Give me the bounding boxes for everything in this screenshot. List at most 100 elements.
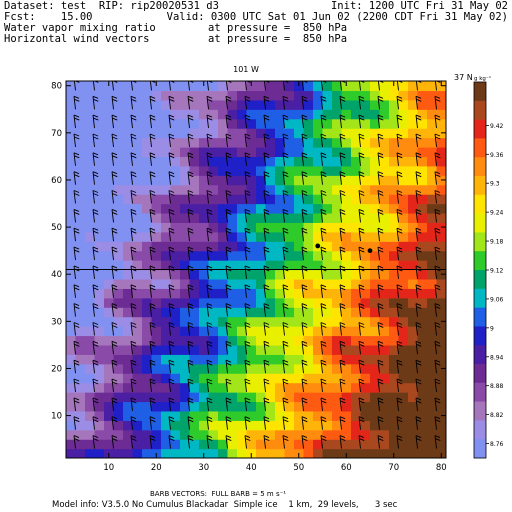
field-cell	[408, 269, 419, 280]
wind-barb	[149, 435, 156, 449]
field-cell	[66, 128, 77, 139]
field-cell	[275, 448, 286, 458]
field-cell	[199, 297, 210, 308]
field-cell	[284, 392, 295, 403]
field-cell	[180, 231, 191, 242]
field-cell	[265, 212, 276, 223]
wind-barb	[73, 133, 80, 148]
field-cell	[379, 241, 390, 252]
wind-barb	[244, 246, 251, 261]
wind-barb	[244, 416, 251, 430]
field-cell	[237, 260, 248, 271]
field-cell	[170, 222, 181, 233]
field-cell	[208, 335, 219, 346]
field-cell	[332, 439, 343, 450]
wind-barb	[282, 378, 289, 393]
field-cell	[303, 250, 314, 261]
field-cell	[265, 90, 276, 101]
field-cell	[351, 231, 362, 242]
field-cell	[379, 165, 390, 176]
field-cell	[408, 297, 419, 308]
field-cell	[322, 156, 333, 167]
field-cell	[389, 420, 400, 431]
field-cell	[284, 373, 295, 384]
field-cell	[256, 307, 267, 318]
field-cell	[332, 429, 343, 440]
field-cell	[360, 288, 371, 299]
field-cell	[379, 109, 390, 120]
field-cell	[379, 250, 390, 261]
field-cell	[294, 99, 305, 110]
field-cell	[332, 373, 343, 384]
field-cell	[256, 439, 267, 450]
field-cell	[113, 401, 124, 412]
field-cell	[389, 288, 400, 299]
field-cell	[303, 165, 314, 176]
field-cell	[75, 363, 86, 374]
field-cell	[132, 326, 143, 337]
wind-barb	[92, 322, 99, 336]
wind-barb	[377, 95, 384, 110]
field-cell	[398, 231, 409, 242]
wind-barb	[168, 416, 175, 430]
field-cell	[360, 448, 371, 458]
field-cell	[94, 288, 105, 299]
field-cell	[294, 335, 305, 346]
field-cell	[379, 335, 390, 346]
field-cell	[94, 344, 105, 355]
field-cell	[208, 203, 219, 214]
wind-barb	[396, 322, 403, 336]
colorbar-segment	[474, 307, 486, 327]
field-cell	[398, 90, 409, 101]
wind-barb	[339, 303, 346, 317]
field-cell	[370, 354, 381, 365]
field-cell	[284, 410, 295, 421]
field-cell	[303, 231, 314, 242]
field-cell	[208, 222, 219, 233]
colorbar-label: 8.82	[490, 412, 504, 419]
wind-barb	[73, 435, 80, 449]
field-cell	[170, 439, 181, 450]
field-cell	[322, 241, 333, 252]
field-cell	[75, 99, 86, 110]
field-cell	[161, 156, 172, 167]
field-cell	[417, 212, 428, 223]
field-cell	[360, 269, 371, 280]
field-cell	[313, 410, 324, 421]
field-cell	[275, 401, 286, 412]
wind-barb	[263, 133, 270, 148]
wind-barb	[396, 416, 403, 430]
field-cell	[313, 203, 324, 214]
field-cell	[246, 194, 257, 205]
field-cell	[104, 231, 115, 242]
colorbar-segment	[474, 382, 486, 402]
field-cell	[322, 439, 333, 450]
field-cell	[265, 429, 276, 440]
wind-barb	[358, 246, 365, 261]
field-cell	[408, 429, 419, 440]
field-cell	[398, 137, 409, 148]
field-cell	[189, 278, 200, 289]
field-cell	[75, 194, 86, 205]
wind-barb	[301, 397, 308, 411]
wind-barb	[92, 114, 99, 129]
y-tick-label: 60	[51, 176, 62, 186]
field-cell	[303, 203, 314, 214]
field-cell	[142, 278, 153, 289]
field-cell	[360, 184, 371, 195]
wind-barb	[339, 208, 346, 223]
wind-barb	[206, 152, 213, 166]
wind-barb	[263, 340, 270, 355]
field-cell	[66, 241, 77, 252]
wind-barb	[339, 190, 346, 204]
field-cell	[275, 146, 286, 158]
wind-barb	[434, 190, 441, 204]
field-cell	[246, 241, 257, 252]
field-cell	[417, 401, 428, 412]
field-cell	[398, 448, 409, 458]
field-cell	[265, 297, 276, 308]
wind-barb	[377, 284, 384, 298]
field-cell	[142, 212, 153, 223]
field-cell	[436, 184, 446, 195]
field-cell	[436, 109, 446, 120]
